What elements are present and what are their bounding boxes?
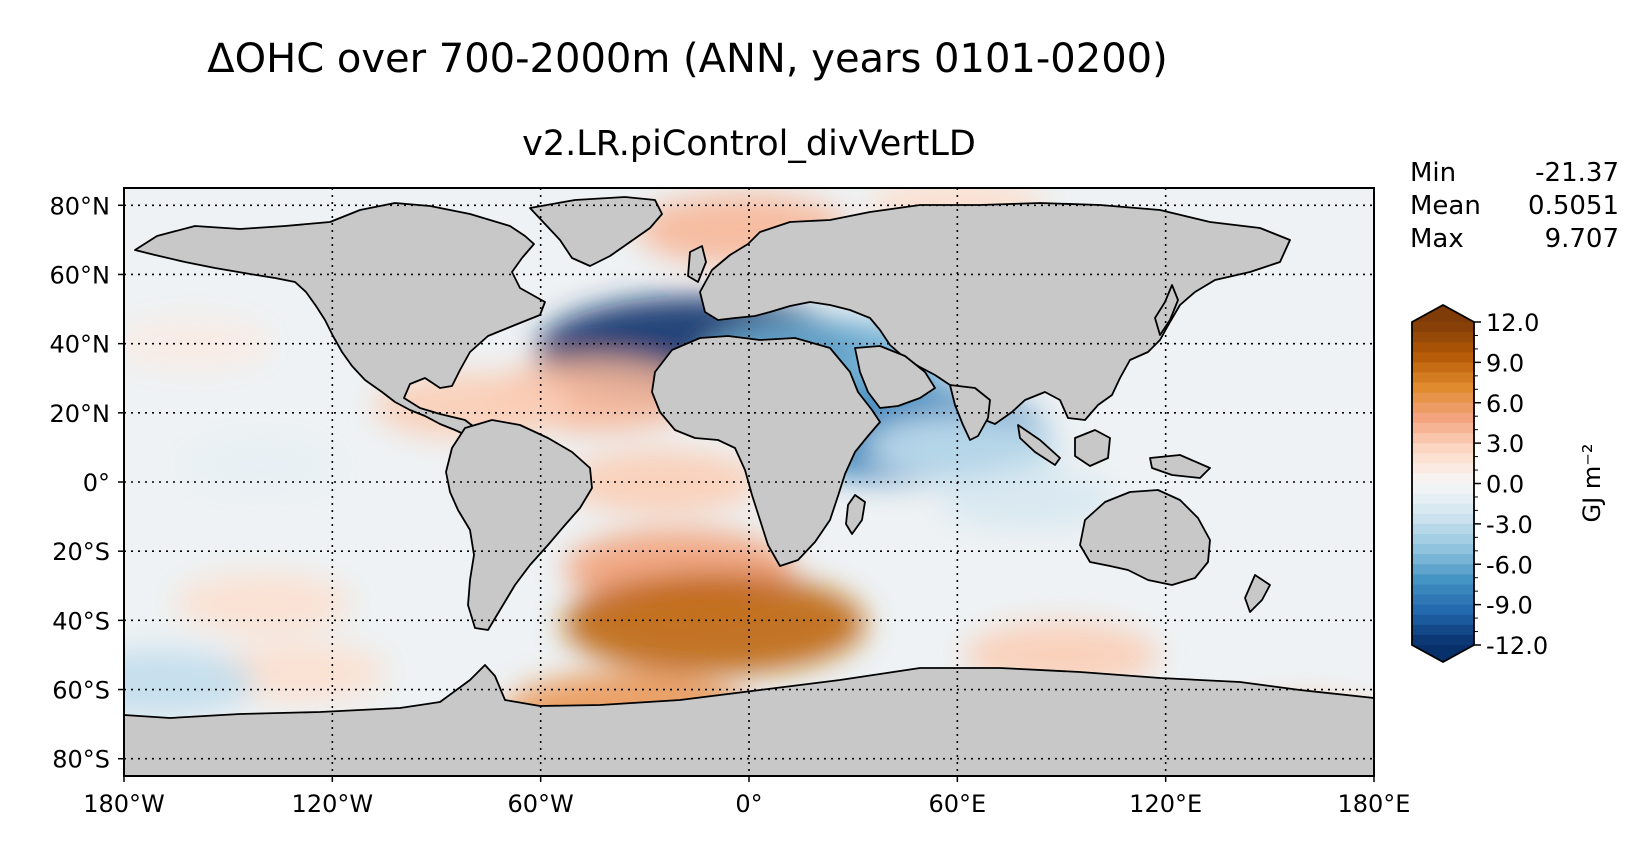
- colorbar-tick-label-4: 0.0: [1486, 471, 1524, 499]
- colorbar-segment-9: [1412, 412, 1474, 424]
- colorbar-segment-17: [1412, 493, 1474, 505]
- colorbar-segment-16: [1412, 483, 1474, 495]
- colorbar-tick-label-6: -6.0: [1486, 551, 1533, 579]
- colorbar-label: GJ m⁻²: [1578, 444, 1606, 523]
- anomaly-region-4: [938, 469, 1115, 530]
- map-subtitle: v2.LR.piControl_divVertLD: [522, 124, 976, 164]
- colorbar-segment-22: [1412, 544, 1474, 555]
- lat-tick-label-3: 20°N: [50, 400, 111, 428]
- figure-title: ΔOHC over 700-2000m (ANN, years 0101-020…: [207, 36, 1168, 82]
- colorbar-segment-11: [1412, 433, 1474, 444]
- lat-tick-label-6: 40°S: [52, 607, 110, 635]
- colorbar-tick-label-2: 6.0: [1486, 390, 1524, 418]
- colorbar-tick-label-5: -3.0: [1486, 511, 1533, 539]
- anomaly-region-3: [867, 414, 1062, 481]
- stat-min-label: Min: [1410, 158, 1457, 188]
- colorbar-segment-30: [1412, 624, 1474, 636]
- sumatra-land: [1017, 424, 1061, 466]
- colorbar-segment-4: [1412, 362, 1474, 374]
- stat-min-value: -21.37: [1535, 158, 1619, 188]
- lon-tick-label-5: 120°E: [1129, 790, 1202, 818]
- colorbar-tick-label-1: 9.0: [1486, 349, 1524, 377]
- latitude-labels: 80°N 60°N 40°N 20°N 0° 20°S 40°S 60°S 80°S: [50, 192, 124, 774]
- colorbar-segment-6: [1412, 382, 1474, 394]
- new-zealand-land: [1244, 574, 1271, 613]
- colorbar-segment-20: [1412, 523, 1474, 535]
- colorbar-tick-label-0: 12.0: [1486, 309, 1539, 337]
- stat-max-label: Max: [1410, 224, 1464, 254]
- british-isles-land: [687, 245, 707, 283]
- africa-land: [651, 335, 881, 567]
- madagascar-land: [845, 494, 866, 535]
- colorbar-extend-max: [1412, 305, 1474, 322]
- anomaly-region-17: [183, 437, 342, 492]
- lat-tick-label-5: 20°S: [52, 538, 110, 566]
- colorbar-tick-label-7: -9.0: [1486, 592, 1533, 620]
- arabia-land: [854, 345, 936, 409]
- anomaly-region-15: [174, 573, 351, 634]
- lon-tick-label-1: 120°W: [292, 790, 374, 818]
- lat-tick-label-2: 40°N: [50, 331, 111, 359]
- colorbar-segment-21: [1412, 533, 1474, 545]
- india-land: [949, 384, 991, 441]
- colorbar-tick-label-8: -12.0: [1486, 632, 1548, 660]
- colorbar-segment-0: [1412, 322, 1474, 333]
- anomaly-region-18: [124, 316, 273, 371]
- anomaly-region-16: [124, 649, 256, 716]
- colorbar-segment-1: [1412, 332, 1474, 343]
- stat-mean-label: Mean: [1410, 191, 1481, 221]
- colorbar-segment-19: [1412, 513, 1474, 525]
- anomaly-region-7: [374, 372, 569, 439]
- colorbar-segment-18: [1412, 503, 1474, 515]
- colorbar-segment-24: [1412, 564, 1474, 575]
- borneo-land: [1074, 429, 1111, 467]
- lon-tick-label-3: 0°: [735, 790, 762, 818]
- colorbar-segment-2: [1412, 342, 1474, 353]
- longitude-labels: 180°W 120°W 60°W 0° 60°E 120°E 180°E: [83, 776, 1410, 818]
- anomaly-region-10: [563, 572, 866, 675]
- colorbar-segment-10: [1412, 422, 1474, 434]
- colorbar-segment-5: [1412, 372, 1474, 384]
- gridlines: [124, 188, 1374, 776]
- south-america-land: [445, 419, 593, 631]
- north-america-land: [134, 202, 546, 437]
- colorbar-segment-15: [1412, 473, 1474, 485]
- stat-mean-value: 0.5051: [1528, 191, 1619, 221]
- new-guinea-land: [1149, 454, 1211, 479]
- lon-tick-label-6: 180°E: [1338, 790, 1411, 818]
- colorbar-segment-28: [1412, 604, 1474, 616]
- colorbar-segment-29: [1412, 614, 1474, 626]
- lon-tick-label-2: 60°W: [508, 790, 574, 818]
- colorbar-tick-label-3: 3.0: [1486, 430, 1524, 458]
- colorbar-segment-12: [1412, 443, 1474, 454]
- colorbar-segment-23: [1412, 554, 1474, 565]
- colorbar-segment-8: [1412, 402, 1474, 414]
- colorbar-segment-25: [1412, 574, 1474, 586]
- colorbar-segment-27: [1412, 594, 1474, 606]
- colorbar-extend-min: [1412, 645, 1474, 662]
- colorbar: 12.0 9.0 6.0 3.0 0.0 -3.0 -6.0 -9.0 -12.0 GJ m⁻²: [1411, 303, 1606, 664]
- greenland-land: [529, 196, 663, 267]
- colorbar-segment-14: [1412, 463, 1474, 475]
- anomaly-region-8: [565, 449, 760, 515]
- colorbar-segment-26: [1412, 584, 1474, 596]
- lat-tick-label-4: 0°: [83, 469, 110, 497]
- lat-tick-label-7: 60°S: [52, 677, 110, 705]
- australia-land: [1079, 489, 1211, 586]
- lat-tick-label-0: 80°N: [50, 192, 111, 220]
- colorbar-segment-13: [1412, 453, 1474, 464]
- lat-tick-label-8: 80°S: [52, 746, 110, 774]
- colorbar-segment-3: [1412, 352, 1474, 363]
- lat-tick-label-1: 60°N: [50, 261, 111, 289]
- lon-tick-label-0: 180°W: [83, 790, 165, 818]
- colorbar-segment-7: [1412, 392, 1474, 404]
- colorbar-segment-31: [1412, 634, 1474, 646]
- stat-max-value: 9.707: [1544, 224, 1619, 254]
- lon-tick-label-4: 60°E: [928, 790, 986, 818]
